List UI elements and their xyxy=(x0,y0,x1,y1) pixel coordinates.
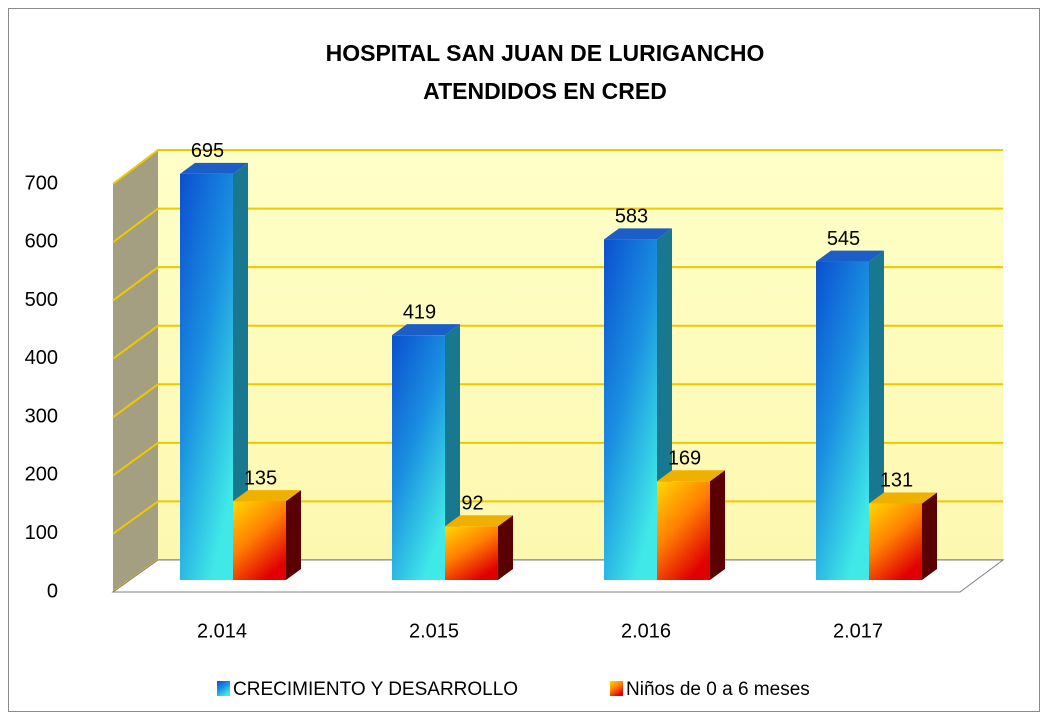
value-label: 92 xyxy=(461,493,483,515)
legend-swatch xyxy=(610,681,623,696)
y-tick-label: 600 xyxy=(25,231,58,253)
value-label: 131 xyxy=(880,470,913,492)
value-label: 695 xyxy=(191,140,224,162)
bar-top xyxy=(392,324,460,336)
legend-swatch xyxy=(217,681,230,696)
x-tick-label: 2.016 xyxy=(621,620,671,642)
legend-label: Niños de 0 a 6 meses xyxy=(626,679,810,700)
bar xyxy=(233,501,286,580)
grid-line xyxy=(112,266,1003,302)
y-tick-label: 700 xyxy=(25,172,58,194)
bar-top xyxy=(445,515,513,527)
bar-top xyxy=(816,250,884,262)
bar-top xyxy=(869,492,937,504)
bar-side xyxy=(498,515,513,580)
value-label: 545 xyxy=(827,228,860,250)
grid-line xyxy=(112,149,1003,185)
bar-side xyxy=(286,490,301,580)
bar-side xyxy=(710,470,725,580)
legend-label: CRECIMIENTO Y DESARROLLO xyxy=(233,679,518,700)
bar xyxy=(180,173,233,580)
side-wall xyxy=(113,150,158,592)
floor xyxy=(111,559,1005,593)
grid-line xyxy=(112,383,1003,418)
y-tick-label: 100 xyxy=(25,522,58,544)
value-label: 419 xyxy=(403,301,436,323)
x-tick-label: 2.014 xyxy=(197,620,247,642)
bar-top xyxy=(604,228,672,240)
chart-subtitle: ATENDIDOS EN CRED xyxy=(423,78,667,104)
bar-top xyxy=(180,162,248,174)
bar-side xyxy=(922,492,937,580)
y-tick-label: 500 xyxy=(25,289,58,311)
y-tick-label: 300 xyxy=(25,405,58,427)
x-tick-label: 2.015 xyxy=(409,620,459,642)
grid-line xyxy=(112,324,1003,360)
bar xyxy=(392,335,445,580)
bar xyxy=(869,503,922,580)
value-label: 583 xyxy=(615,206,648,228)
bar xyxy=(604,239,657,580)
bar-side xyxy=(445,324,460,580)
bar xyxy=(445,526,498,580)
bar-top xyxy=(657,470,725,482)
grid-line xyxy=(112,207,1003,244)
grid-line xyxy=(112,441,1003,477)
bar-side xyxy=(233,162,248,580)
value-label: 135 xyxy=(244,467,277,489)
y-tick-label: 0 xyxy=(47,580,58,602)
bar xyxy=(657,481,710,580)
y-tick-label: 400 xyxy=(25,347,58,369)
bar xyxy=(816,261,869,580)
chart-title: HOSPITAL SAN JUAN DE LURIGANCHO xyxy=(326,40,765,66)
y-tick-label: 200 xyxy=(25,464,58,486)
bar-top xyxy=(233,490,301,502)
x-tick-label: 2.017 xyxy=(833,620,883,642)
value-label: 169 xyxy=(668,448,701,470)
